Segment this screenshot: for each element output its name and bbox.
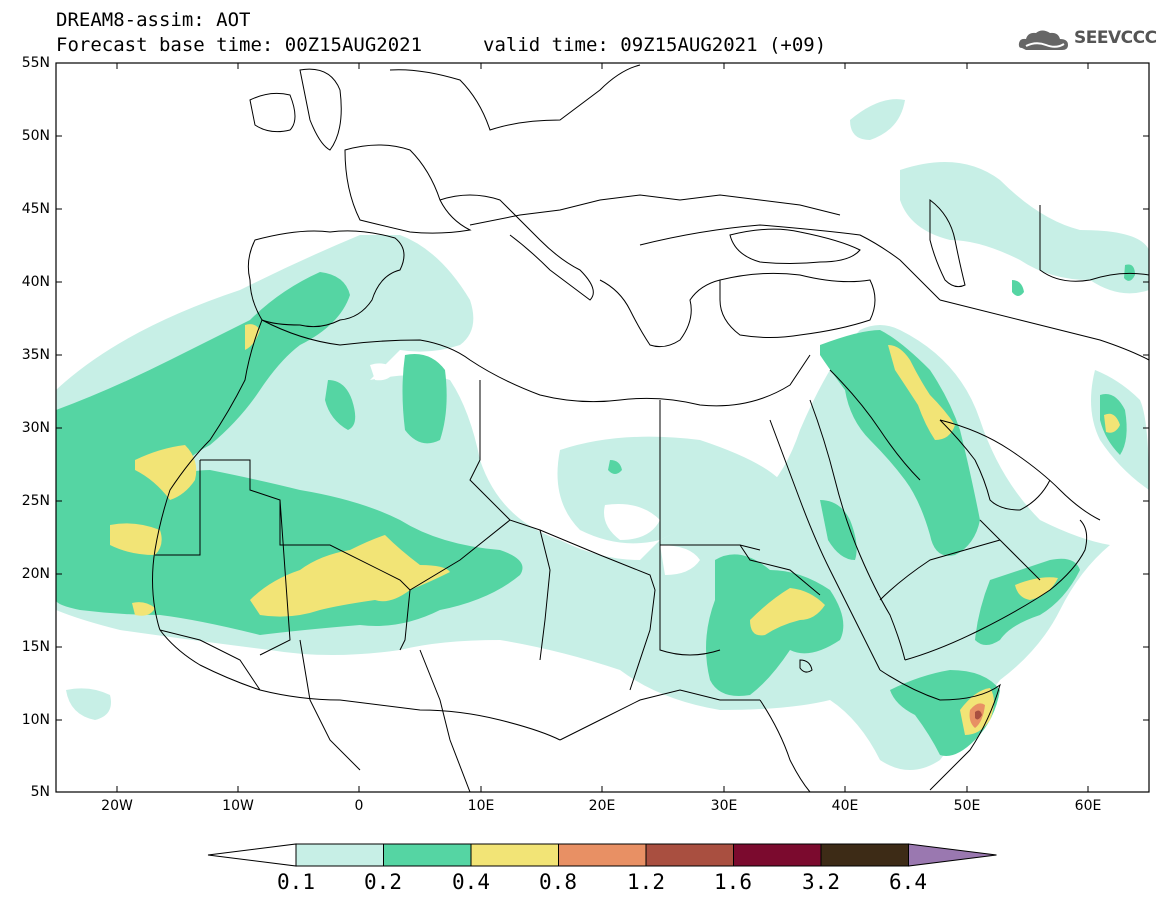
aot-level-2-region [1124, 264, 1135, 281]
lon-label: 50E [953, 798, 981, 814]
aot-level-3-region [250, 535, 450, 617]
colorbar-swatch [383, 843, 472, 867]
aot-level-3-region [1015, 577, 1058, 600]
aot-level-3-region [110, 523, 162, 555]
colorbar-swatch [295, 843, 384, 867]
aot-level-5-region [975, 710, 982, 720]
lon-label: 10W [222, 798, 254, 814]
aot-level-1-region [900, 162, 1149, 294]
aot-level-3-region [245, 324, 260, 350]
aot-level-2-region [820, 330, 980, 556]
colorbar-swatch [645, 843, 734, 867]
colorbar-label: 0.8 [539, 870, 577, 894]
colorbar-min-arrow [207, 843, 297, 867]
lat-label: 45N [21, 201, 50, 217]
aot-level-2-region [402, 354, 447, 444]
lon-label: 20E [588, 798, 616, 814]
lat-label: 20N [21, 566, 50, 582]
lat-label: 35N [21, 347, 50, 363]
colorbar-label: 0.2 [364, 870, 402, 894]
lat-label: 50N [21, 128, 50, 144]
lon-label: 60E [1074, 798, 1102, 814]
lon-label: 0 [354, 798, 364, 814]
lon-label: 10E [467, 798, 495, 814]
lat-label: 25N [21, 493, 50, 509]
lon-label: 30E [710, 798, 738, 814]
logo-text: SEEVCCC [1074, 28, 1157, 48]
lat-label: 10N [21, 712, 50, 728]
aot-level-2-region [820, 500, 857, 560]
forecast-base-time: Forecast base time: 00Z15AUG2021 [56, 34, 423, 56]
colorbar-swatch [733, 843, 822, 867]
colorbar-swatch [558, 843, 647, 867]
colorbar-label: 1.2 [627, 870, 665, 894]
colorbar-label: 0.4 [452, 870, 490, 894]
colorbar-swatch [820, 843, 909, 867]
aot-level-2-region [608, 460, 622, 474]
aot-level-3-region [750, 588, 825, 636]
lon-label: 40E [831, 798, 859, 814]
lon-label: 20W [101, 798, 133, 814]
lat-label: 5N [30, 784, 50, 800]
cloud-logo-icon [1018, 30, 1068, 50]
colorbar-max-arrow [908, 843, 997, 867]
lat-label: 40N [21, 274, 50, 290]
coastlines [152, 64, 1149, 792]
colorbar-label: 3.2 [802, 870, 840, 894]
aot-level-3-region [888, 345, 955, 440]
aot-level-3-region [132, 602, 155, 616]
map-title: DREAM8-assim: AOT [56, 9, 251, 31]
aot-level-1-region [850, 99, 905, 140]
valid-time: valid time: 09Z15AUG2021 (+09) [483, 34, 827, 56]
lat-label: 55N [21, 55, 50, 71]
colorbar [207, 843, 997, 867]
lat-label: 15N [21, 639, 50, 655]
colorbar-label: 6.4 [889, 870, 927, 894]
aot-level-2-region [1012, 280, 1024, 296]
aot-level-3-region [135, 445, 197, 500]
lat-label: 30N [21, 420, 50, 436]
colorbar-label: 0.1 [277, 870, 315, 894]
colorbar-swatch [470, 843, 559, 867]
aot-level-2-region [56, 272, 523, 635]
aot-level-1-region [66, 688, 111, 720]
aot-level-3-region [1104, 413, 1120, 433]
colorbar-label: 1.6 [714, 870, 752, 894]
aot-level-2-region [325, 380, 356, 430]
